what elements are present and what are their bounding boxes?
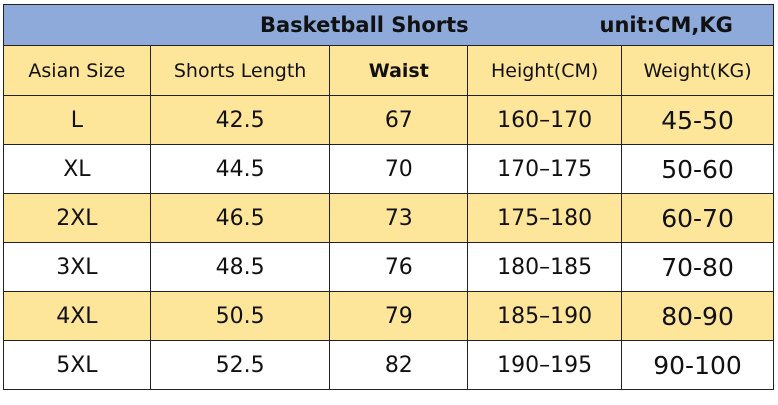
cell-size: 5XL — [3, 340, 151, 390]
header-length: Shorts Length — [149, 45, 331, 96]
cell-height: 190–195 — [467, 340, 623, 390]
header-weight: Weight(KG) — [621, 45, 774, 96]
cell-height: 160–170 — [467, 95, 623, 145]
cell-waist: 67 — [329, 95, 469, 145]
table-row: 3XL 48.5 76 180–185 70-80 — [3, 242, 774, 292]
cell-weight: 45-50 — [621, 95, 774, 145]
cell-length: 46.5 — [149, 193, 331, 243]
title-cell: Basketball Shorts unit:CM,KG — [3, 4, 774, 46]
cell-waist: 82 — [329, 340, 469, 390]
header-waist: Waist — [329, 45, 469, 96]
cell-size: 3XL — [3, 242, 151, 292]
table-row: XL 44.5 70 170–175 50-60 — [3, 144, 774, 194]
cell-size: 4XL — [3, 291, 151, 341]
table-row: 2XL 46.5 73 175–180 60-70 — [3, 193, 774, 243]
cell-weight: 90-100 — [621, 340, 774, 390]
cell-weight: 70-80 — [621, 242, 774, 292]
header-height: Height(CM) — [467, 45, 623, 96]
cell-length: 42.5 — [149, 95, 331, 145]
cell-height: 175–180 — [467, 193, 623, 243]
cell-weight: 50-60 — [621, 144, 774, 194]
title-row: Basketball Shorts unit:CM,KG — [3, 4, 774, 46]
cell-length: 52.5 — [149, 340, 331, 390]
size-chart-table: Basketball Shorts unit:CM,KG Asian Size … — [3, 4, 774, 390]
cell-waist: 79 — [329, 291, 469, 341]
table-row: 5XL 52.5 82 190–195 90-100 — [3, 340, 774, 390]
cell-height: 170–175 — [467, 144, 623, 194]
unit-label: unit:CM,KG — [599, 13, 733, 37]
cell-waist: 70 — [329, 144, 469, 194]
cell-weight: 80-90 — [621, 291, 774, 341]
table-row: L 42.5 67 160–170 45-50 — [3, 95, 774, 145]
cell-height: 185–190 — [467, 291, 623, 341]
cell-length: 44.5 — [149, 144, 331, 194]
header-size: Asian Size — [3, 45, 151, 96]
cell-waist: 76 — [329, 242, 469, 292]
cell-length: 48.5 — [149, 242, 331, 292]
cell-waist: 73 — [329, 193, 469, 243]
header-row: Asian Size Shorts Length Waist Height(CM… — [3, 45, 774, 96]
cell-size: 2XL — [3, 193, 151, 243]
cell-weight: 60-70 — [621, 193, 774, 243]
cell-size: XL — [3, 144, 151, 194]
table-row: 4XL 50.5 79 185–190 80-90 — [3, 291, 774, 341]
cell-length: 50.5 — [149, 291, 331, 341]
table-title: Basketball Shorts — [260, 13, 469, 37]
cell-height: 180–185 — [467, 242, 623, 292]
cell-size: L — [3, 95, 151, 145]
